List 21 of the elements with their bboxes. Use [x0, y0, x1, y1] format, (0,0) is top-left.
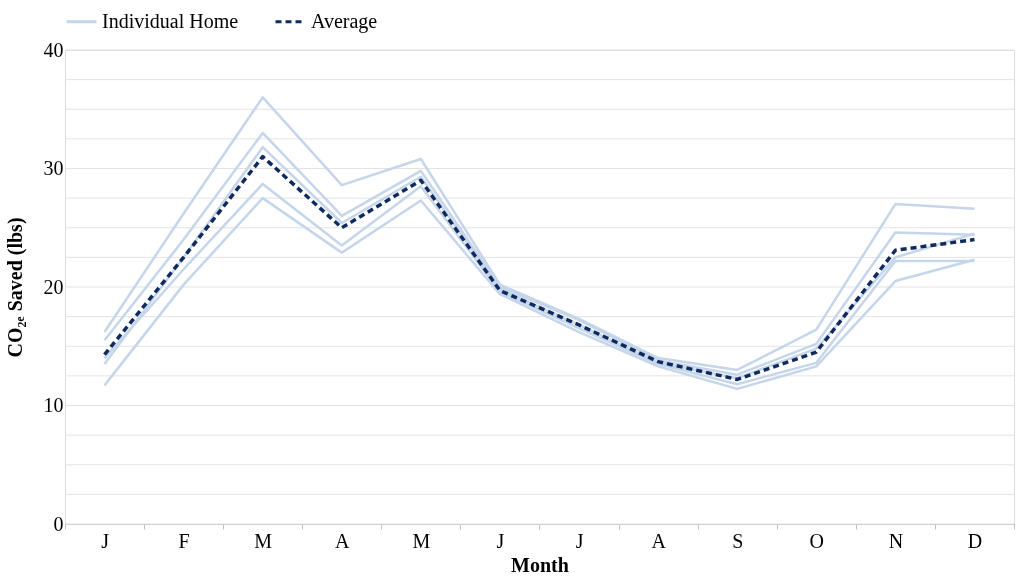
- x-tick-label: A: [651, 529, 667, 552]
- legend-label: Average: [311, 9, 378, 33]
- y-tick-label: 20: [43, 275, 64, 298]
- x-tick-label: O: [809, 529, 825, 552]
- x-axis-title: Month: [511, 553, 569, 576]
- x-tick-label: M: [254, 529, 273, 552]
- legend-label: Individual Home: [102, 9, 239, 32]
- x-tick-label: J: [575, 529, 584, 552]
- y-tick-label: 0: [53, 512, 64, 535]
- x-tick-label: F: [178, 529, 190, 552]
- x-tick-label: J: [101, 529, 110, 552]
- y-axis-title: CO₂ₑ Saved (lbs): [3, 217, 27, 358]
- x-tick-label: A: [335, 529, 351, 552]
- y-tick-label: 30: [43, 157, 64, 179]
- y-tick-label: 40: [43, 38, 64, 61]
- x-tick-label: N: [888, 529, 904, 552]
- x-tick-label: S: [732, 529, 744, 552]
- x-tick-label: M: [412, 529, 431, 552]
- x-tick-label: J: [496, 529, 505, 552]
- y-tick-label: 10: [43, 394, 64, 416]
- x-tick-label: D: [967, 529, 983, 552]
